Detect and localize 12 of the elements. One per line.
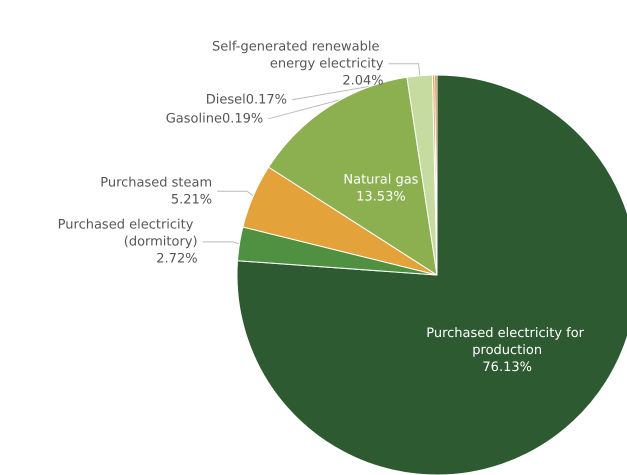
slice-label: Self-generated renewable energy electricity	[212, 39, 384, 72]
data-label: 5.21%	[170, 192, 212, 208]
slice-label: Gasoline0.19%	[166, 111, 264, 126]
data-label: 76.13%	[482, 360, 532, 375]
data-label: 2.72%	[156, 251, 198, 266]
data-label: 2.04%	[342, 73, 384, 88]
slice-label: Purchased electricity (dormitory)	[58, 217, 198, 250]
slice-label: Purchased electricity for production	[426, 326, 588, 358]
slice-label: Diesel0.17%	[206, 92, 288, 108]
slice-label: Purchased steam	[100, 175, 212, 190]
slice-label: Natural gas	[343, 172, 419, 188]
data-label: 13.53%	[356, 190, 406, 205]
